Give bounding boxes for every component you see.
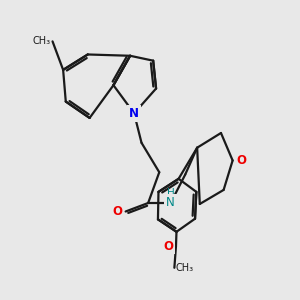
- Text: N: N: [129, 107, 139, 120]
- Text: CH₃: CH₃: [176, 263, 194, 273]
- Text: O: O: [112, 205, 122, 218]
- Text: O: O: [236, 154, 246, 167]
- Text: N: N: [166, 196, 175, 209]
- Text: H: H: [167, 188, 175, 198]
- Text: CH₃: CH₃: [32, 36, 50, 46]
- Text: O: O: [164, 240, 174, 253]
